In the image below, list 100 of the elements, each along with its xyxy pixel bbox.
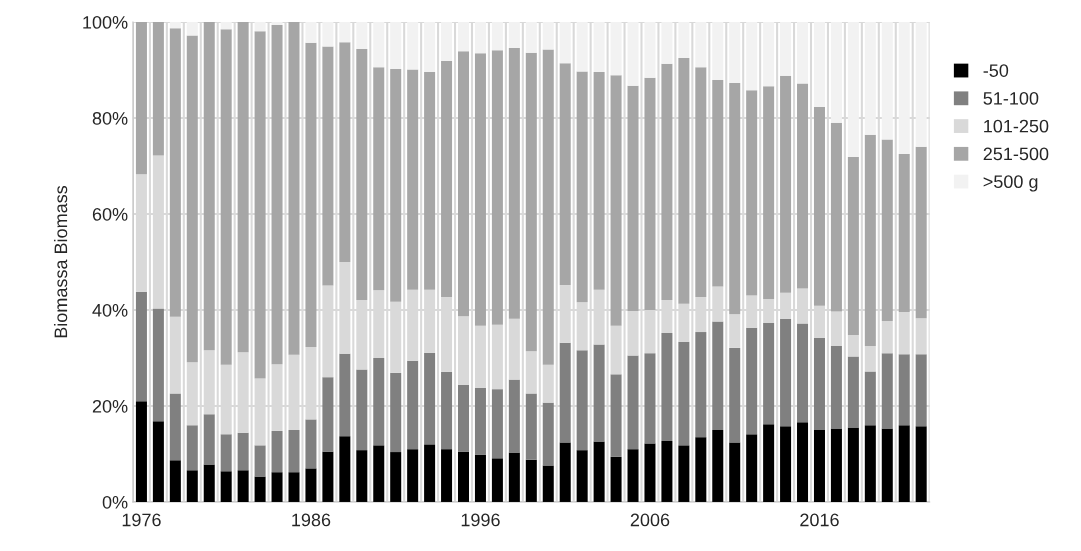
bar [559, 342, 571, 443]
bar [813, 429, 825, 502]
bar [797, 323, 809, 423]
bar [661, 333, 673, 442]
bar [491, 458, 503, 502]
bar [390, 372, 402, 453]
bar [644, 77, 656, 310]
bar [271, 472, 283, 502]
bar [458, 316, 470, 385]
bar [288, 22, 300, 355]
bar [898, 354, 910, 426]
bar [712, 321, 724, 430]
bar [542, 22, 554, 50]
bar [356, 369, 368, 451]
bar [746, 90, 758, 296]
bar [864, 371, 876, 426]
bar [237, 470, 249, 502]
bar [152, 22, 164, 156]
bar [915, 354, 927, 427]
bar [322, 22, 334, 47]
bar [169, 22, 181, 29]
bar [830, 428, 842, 502]
bar [644, 353, 656, 444]
bar [695, 332, 707, 438]
bar [729, 82, 741, 315]
bar [458, 22, 470, 52]
bar [373, 357, 385, 446]
bar [898, 311, 910, 355]
legend-label: 101-250 [984, 119, 1049, 133]
bar [339, 22, 351, 43]
legend-label: >500 g [983, 175, 1038, 192]
bar [441, 371, 453, 450]
bar [203, 22, 215, 351]
bar [474, 454, 486, 502]
bar [610, 456, 622, 502]
bar [746, 327, 758, 435]
legend-label: 251-500 [983, 147, 1049, 161]
bar [847, 356, 859, 428]
bar [813, 22, 825, 107]
bar [186, 470, 198, 502]
bar [491, 22, 503, 51]
bar [576, 71, 588, 303]
bar [424, 352, 436, 445]
bar [610, 22, 622, 76]
bar [661, 22, 673, 64]
legend-label: 51-100 [983, 91, 1039, 105]
x-tick-label: 2016 [800, 513, 839, 527]
bar [627, 22, 639, 86]
bar [678, 445, 690, 502]
bar [847, 156, 859, 335]
bar [186, 35, 198, 363]
bar [254, 445, 266, 477]
bar [305, 22, 317, 43]
bar [712, 80, 724, 287]
bar [407, 22, 419, 70]
bar [169, 28, 181, 317]
y-tick-label: 100% [83, 15, 128, 29]
bar [237, 22, 249, 353]
bar [373, 445, 385, 502]
bar [237, 432, 249, 471]
bar [220, 22, 232, 30]
bar [627, 355, 639, 450]
bar [491, 324, 503, 390]
x-tick-label: 1976 [122, 513, 161, 527]
x-tick-label: 1996 [461, 513, 500, 527]
bar [593, 71, 605, 290]
bar [729, 22, 741, 83]
bar [898, 425, 910, 502]
bar [830, 311, 842, 346]
bar [288, 429, 300, 473]
bar [441, 22, 453, 61]
bar [322, 377, 334, 452]
bar [407, 69, 419, 290]
bar [525, 393, 537, 460]
bar [593, 441, 605, 502]
bar [390, 22, 402, 70]
bar [339, 42, 351, 262]
bar [305, 419, 317, 469]
bar [424, 22, 436, 72]
bar [525, 459, 537, 502]
bar [559, 22, 571, 64]
bar [797, 22, 809, 84]
bar [220, 29, 232, 365]
legend-label: -50 [983, 64, 1009, 77]
bar [271, 22, 283, 25]
bar [797, 83, 809, 289]
bar [627, 449, 639, 502]
bar [695, 67, 707, 298]
bar [780, 426, 792, 502]
bar [491, 50, 503, 325]
bar [407, 360, 419, 450]
bar [576, 350, 588, 451]
bar [508, 452, 520, 502]
bar [220, 434, 232, 472]
bar [763, 86, 775, 299]
bar [661, 63, 673, 300]
bar [322, 46, 334, 286]
bar [915, 318, 927, 355]
bar [813, 337, 825, 430]
bar [458, 51, 470, 317]
